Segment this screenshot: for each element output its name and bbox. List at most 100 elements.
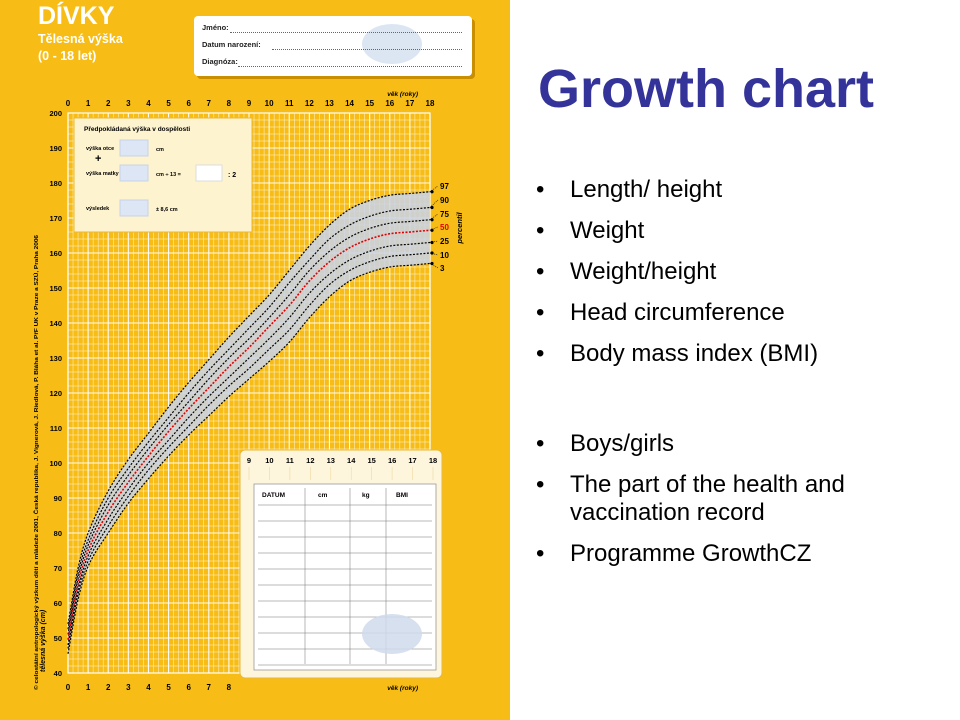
y-tick: 130 — [49, 354, 62, 363]
percentile-label-50: 50 — [440, 223, 449, 232]
x-tick-bottom: 1 — [86, 683, 91, 692]
x-tick-top: 18 — [426, 99, 435, 108]
percentile-end-dot — [430, 251, 434, 255]
prediction-row-label: + — [95, 153, 101, 165]
percentile-end-dot — [430, 261, 434, 266]
measurement-record-table: 9 10 11 12 13 14 15 16 17 18 DATUM cm kg BMI — [239, 449, 443, 679]
percentile-label-3: 3 — [440, 264, 445, 273]
record-table-age: 15 — [367, 456, 375, 465]
record-table-header: cm — [318, 492, 328, 499]
x-tick-top: 5 — [166, 99, 171, 108]
x-tick-top: 15 — [365, 99, 374, 108]
prediction-row-unit: cm — [156, 147, 164, 153]
sheet-subtitle: Tělesná výška — [38, 32, 123, 46]
copyright-note: © celostátní antropologický výzkum dětí … — [33, 235, 40, 690]
bullet-text: Head circumference — [570, 299, 785, 326]
x-tick-top: 13 — [325, 99, 334, 108]
bullet-item-1: Weight — [536, 217, 890, 245]
x-tick-bottom: 4 — [146, 683, 151, 692]
percentile-end-dot — [430, 205, 434, 210]
prediction-row-label: výška otce — [86, 146, 114, 152]
birthdate-field-line — [272, 49, 462, 50]
x-tick-bottom: 6 — [186, 683, 191, 692]
bullet-text: Weight/height — [570, 258, 717, 285]
percentile-line-50 — [67, 229, 431, 640]
name-field-label: Jméno: — [202, 23, 229, 32]
x-tick-bottom: 0 — [66, 683, 71, 692]
bullet-item-1: The part of the health and vaccination r… — [536, 471, 890, 527]
x-tick-top: 6 — [186, 99, 191, 108]
bullet-text: Boys/girls — [570, 430, 675, 457]
bullet-text: The part of the health and vaccination r… — [570, 471, 845, 526]
record-table-age: 9 — [247, 456, 251, 465]
x-tick-bottom: 5 — [166, 683, 171, 692]
record-table-header: kg — [362, 492, 370, 499]
bullet-text: Length/ height — [570, 176, 723, 203]
slide-title: Growth chart — [538, 59, 875, 119]
y-tick: 70 — [54, 564, 62, 573]
percentile-leader-line — [429, 240, 439, 243]
record-table-age: 13 — [327, 456, 335, 465]
record-table-header: BMI — [396, 492, 408, 499]
prediction-input-box — [119, 139, 149, 157]
percentile-lines — [67, 191, 431, 654]
x-tick-bottom: 3 — [126, 683, 131, 692]
x-tick-top: 2 — [106, 99, 111, 108]
bullet-text: Programme GrowthCZ — [570, 540, 812, 567]
prediction-divide-symbol: : 2 — [228, 172, 236, 179]
record-table-age: 17 — [408, 456, 416, 465]
y-tick: 140 — [49, 319, 62, 328]
record-table-age: 11 — [286, 456, 294, 465]
percentile-axis-label: percentil — [455, 211, 464, 244]
percentile-label-97: 97 — [440, 182, 449, 191]
record-table-age: 12 — [306, 456, 314, 465]
record-table-age: 16 — [388, 456, 396, 465]
x-axis-label-top: věk (roky) — [387, 91, 418, 98]
percentile-end-dot — [430, 240, 434, 245]
side-notes: © celostátní antropologický výzkum dětí … — [33, 235, 40, 690]
record-table-header: DATUM — [262, 492, 285, 499]
percentile-leader-line — [429, 213, 439, 220]
x-tick-bottom: 7 — [207, 683, 212, 692]
prediction-result-box — [195, 164, 223, 182]
record-table-age: 18 — [429, 456, 437, 465]
x-tick-top: 8 — [227, 99, 232, 108]
percentile-leader-line — [429, 226, 439, 231]
y-tick: 100 — [49, 459, 62, 468]
x-tick-top: 11 — [285, 99, 294, 108]
record-table-age: 10 — [265, 456, 273, 465]
x-tick-top: 0 — [66, 99, 71, 108]
x-tick-bottom: 8 — [227, 683, 232, 692]
diagnosis-field-label: Diagnóza: — [202, 57, 238, 66]
bullet-item-0: Boys/girls — [536, 430, 890, 458]
prediction-row-label: výška matky — [86, 171, 120, 177]
adult-height-prediction-box: Předpokládaná výška v dospělosti výška ot… — [73, 117, 253, 233]
growth-chart-sheet: DÍVKY Tělesná výška (0 - 18 let) Jméno: … — [0, 0, 510, 720]
y-tick: 90 — [54, 494, 62, 503]
y-tick: 110 — [50, 424, 62, 433]
percentile-leader-line — [429, 252, 439, 256]
prediction-input-box — [119, 164, 149, 182]
y-tick: 40 — [54, 669, 62, 678]
y-tick: 180 — [49, 179, 62, 188]
percentile-leader-line — [429, 185, 439, 192]
percentile-line-90 — [67, 206, 431, 630]
x-tick-top: 9 — [247, 99, 252, 108]
x-tick-top: 12 — [305, 99, 314, 108]
y-tick: 60 — [54, 599, 62, 608]
growth-chart: Předpokládaná výška v dospělosti výška ot… — [33, 91, 464, 692]
x-tick-top: 1 — [86, 99, 91, 108]
diagnosis-field-line — [238, 66, 462, 67]
bullet-text: Weight — [570, 217, 645, 244]
percentile-leader-line — [429, 263, 439, 269]
x-tick-top: 17 — [405, 99, 414, 108]
x-tick-top: 3 — [126, 99, 131, 108]
percentile-end-dot — [430, 228, 434, 232]
name-field-line — [230, 32, 462, 33]
bullet-item-3: Head circumference — [536, 299, 890, 327]
percentile-label-25: 25 — [440, 237, 449, 246]
x-tick-bottom: 2 — [106, 683, 111, 692]
percentile-line-75 — [67, 219, 431, 635]
y-tick: 50 — [54, 634, 62, 643]
y-tick: 190 — [49, 144, 62, 153]
